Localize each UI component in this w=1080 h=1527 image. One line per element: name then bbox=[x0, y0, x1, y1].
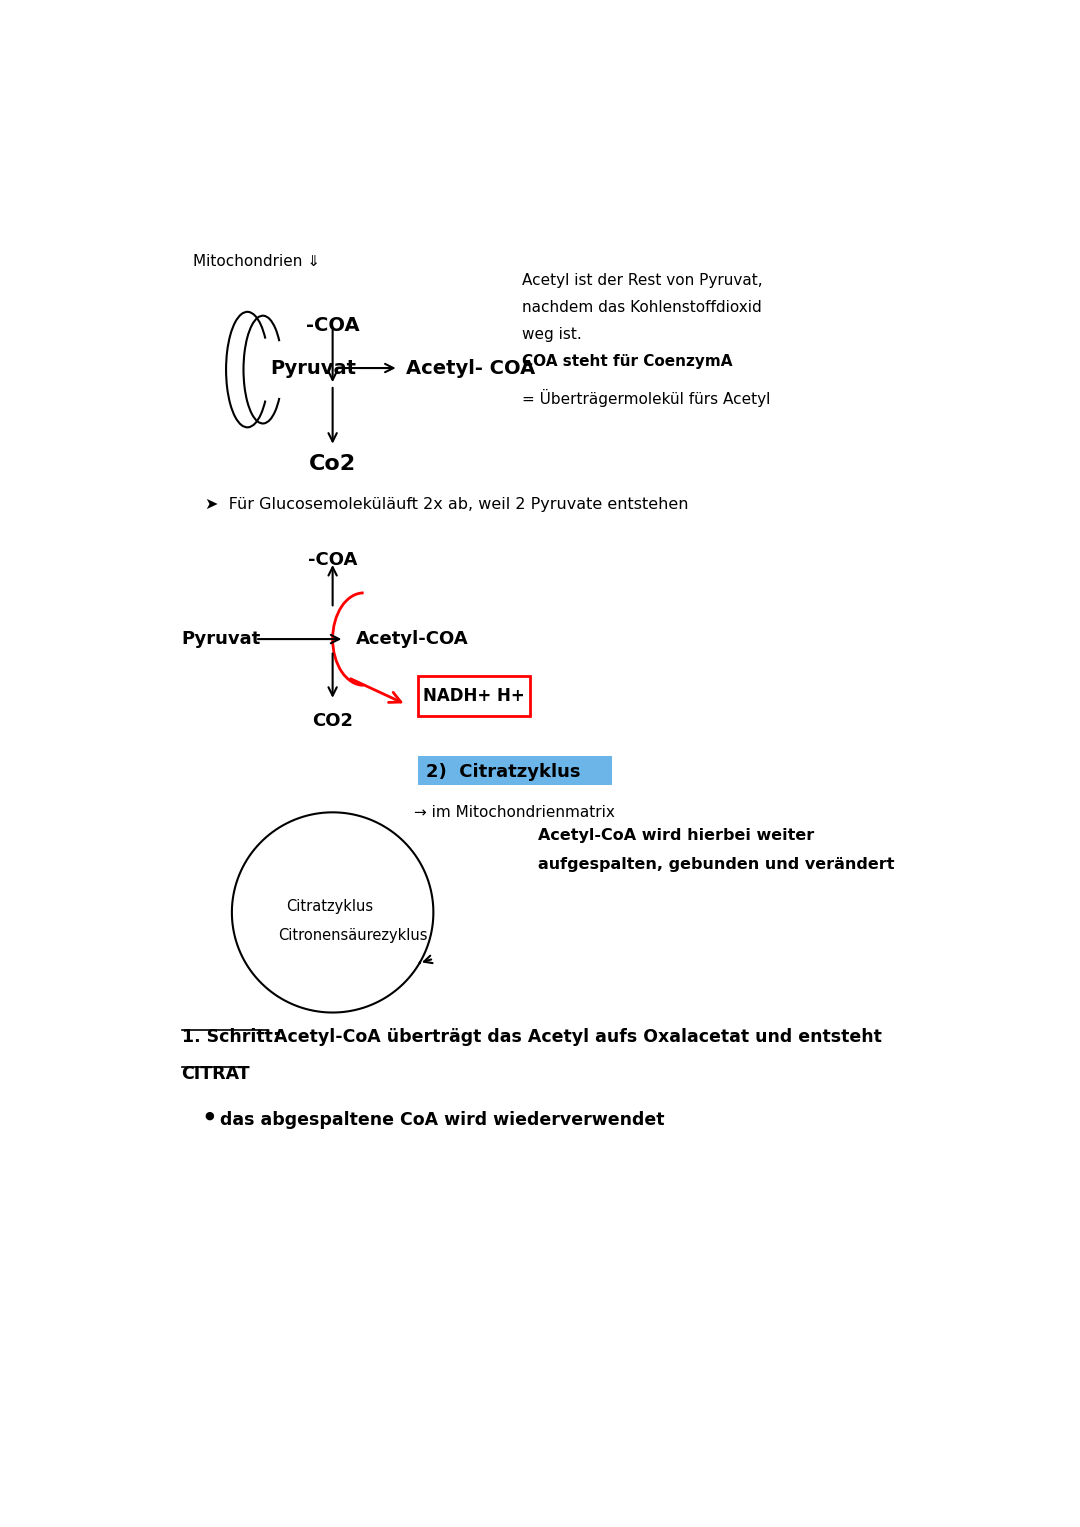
Text: 2)  Citratzyklus: 2) Citratzyklus bbox=[426, 762, 580, 780]
Text: Acetyl-COA: Acetyl-COA bbox=[356, 631, 469, 647]
FancyBboxPatch shape bbox=[418, 676, 530, 716]
Text: ➤  Für Glucosemoleküläuft 2x ab, weil 2 Pyruvate entstehen: ➤ Für Glucosemoleküläuft 2x ab, weil 2 P… bbox=[205, 496, 688, 512]
Text: Citronensäurezyklus: Citronensäurezyklus bbox=[279, 928, 428, 944]
Text: CITRAT: CITRAT bbox=[181, 1064, 251, 1083]
Text: Co2: Co2 bbox=[309, 454, 356, 475]
Text: Acetyl ist der Rest von Pyruvat,: Acetyl ist der Rest von Pyruvat, bbox=[523, 273, 764, 289]
Text: aufgespalten, gebunden und verändert: aufgespalten, gebunden und verändert bbox=[538, 857, 894, 872]
Text: das abgespaltene CoA wird wiederverwendet: das abgespaltene CoA wird wiederverwende… bbox=[220, 1112, 665, 1128]
Text: -COA: -COA bbox=[308, 551, 357, 568]
Text: weg ist.: weg ist. bbox=[523, 327, 582, 342]
Text: COA steht für CoenzymA: COA steht für CoenzymA bbox=[523, 354, 733, 370]
Text: ●: ● bbox=[205, 1112, 215, 1121]
Text: nachdem das Kohlenstoffdioxid: nachdem das Kohlenstoffdioxid bbox=[523, 301, 762, 315]
Text: -COA: -COA bbox=[306, 316, 360, 334]
Text: Acetyl- COA: Acetyl- COA bbox=[406, 359, 536, 377]
Text: NADH+ H+: NADH+ H+ bbox=[423, 687, 525, 705]
Text: 1. Schritt:: 1. Schritt: bbox=[181, 1028, 280, 1046]
Text: Pyruvat: Pyruvat bbox=[271, 359, 356, 377]
Text: Acetyl-CoA überträgt das Acetyl aufs Oxalacetat und entsteht: Acetyl-CoA überträgt das Acetyl aufs Oxa… bbox=[268, 1028, 882, 1046]
Text: Citratzyklus: Citratzyklus bbox=[286, 899, 374, 913]
Text: Acetyl-CoA wird hierbei weiter: Acetyl-CoA wird hierbei weiter bbox=[538, 828, 814, 843]
Text: = Überträgermolekül fürs Acetyl: = Überträgermolekül fürs Acetyl bbox=[523, 389, 771, 406]
Text: → im Mitochondrienmatrix: → im Mitochondrienmatrix bbox=[414, 805, 615, 820]
Text: Mitochondrien ⇓: Mitochondrien ⇓ bbox=[193, 253, 320, 269]
FancyBboxPatch shape bbox=[418, 756, 611, 785]
Text: CO2: CO2 bbox=[312, 712, 353, 730]
Text: Pyruvat: Pyruvat bbox=[181, 631, 260, 647]
